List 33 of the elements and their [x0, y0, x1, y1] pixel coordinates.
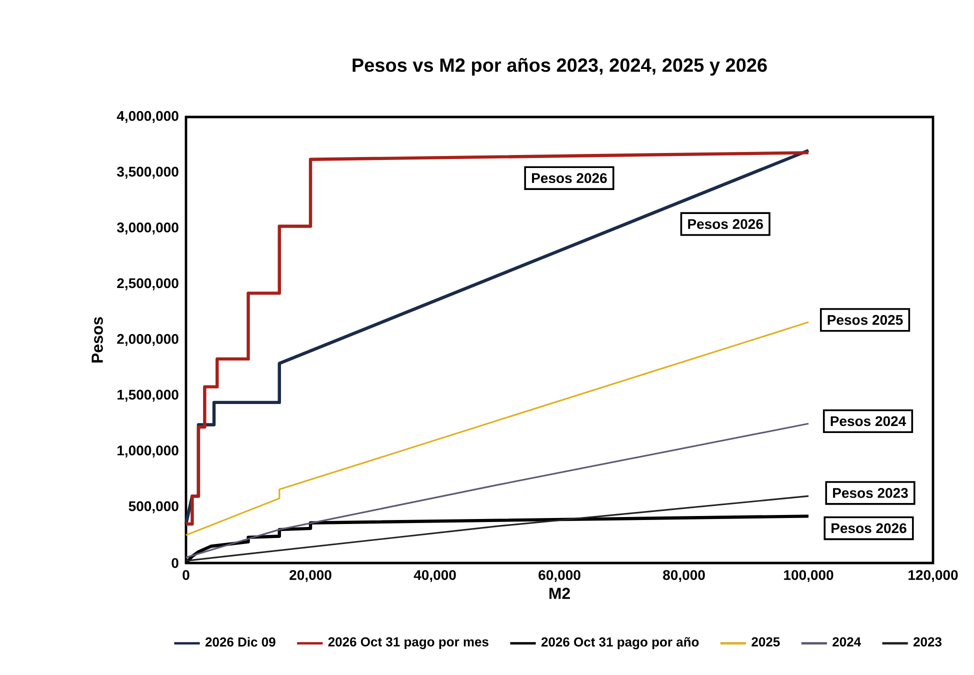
x-tick-label: 80,000: [663, 570, 705, 582]
annotation: Pesos 2024: [830, 416, 906, 426]
legend-label: 2025: [752, 637, 780, 646]
y-tick-label: 3,500,000: [116, 166, 178, 179]
y-tick-label: 3,000,000: [116, 222, 178, 234]
annotation: Pesos 2023: [833, 488, 908, 498]
x-tick-label: 120,000: [908, 570, 958, 582]
annotation: Pesos 2026: [832, 523, 906, 534]
annotation: Pesos 2026: [532, 173, 607, 184]
x-tick-label: 0: [182, 570, 190, 580]
annotation: Pesos 2026: [688, 219, 763, 229]
y-tick-label: 0: [172, 558, 178, 568]
y-tick-label: 1,500,000: [118, 390, 178, 402]
chart-title: Pesos vs M2 por años 2023, 2024, 2025 y 2026: [352, 58, 767, 76]
legend-label: 2023: [914, 637, 942, 646]
line-series: [185, 422, 810, 558]
legend-label: 2026 Dic 09: [205, 637, 276, 647]
x-tick-label: 100,000: [784, 570, 834, 582]
legend-label: 2024: [832, 637, 861, 646]
y-tick-label: 1,000,000: [118, 446, 178, 458]
y-tick-label: 2,000,000: [117, 334, 178, 346]
y-axis-title: Pesos: [92, 317, 103, 363]
legend-label: 2026 Oct 31 pago por mes: [328, 637, 488, 650]
annotation: Pesos 2025: [828, 314, 903, 325]
legend-label: 2026 Oct 31 pago por año: [541, 637, 699, 650]
y-tick-label: 4,000,000: [116, 111, 178, 123]
y-tick-label: 500,000: [128, 501, 178, 514]
y-tick-label: 2,500,000: [117, 278, 178, 290]
x-tick-label: 20,000: [290, 570, 332, 582]
x-tick-label: 60,000: [538, 570, 580, 582]
line-series: [185, 321, 810, 536]
x-axis-title: M2: [549, 588, 570, 599]
x-tick-label: 40,000: [414, 570, 456, 582]
